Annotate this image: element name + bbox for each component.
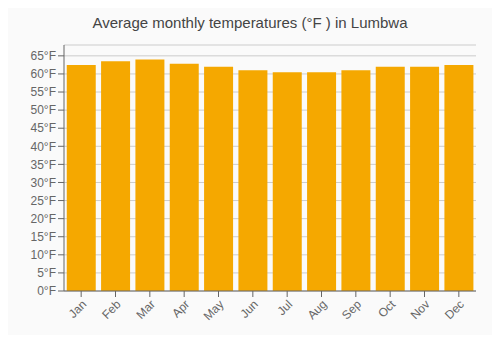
svg-text:Jun: Jun <box>237 297 261 321</box>
svg-text:25°F: 25°F <box>31 194 56 208</box>
svg-text:0°F: 0°F <box>37 284 56 298</box>
svg-text:35°F: 35°F <box>31 158 56 172</box>
svg-text:40°F: 40°F <box>31 140 56 154</box>
svg-text:Sep: Sep <box>339 297 364 322</box>
html-text:Average monthly temperatures (: Average monthly temperatures (°F ) in Lu… <box>92 14 408 31</box>
svg-text:65°F: 65°F <box>31 49 56 63</box>
svg-text:Jan: Jan <box>66 297 90 321</box>
svg-text:Aug: Aug <box>305 297 330 322</box>
svg-text:15°F: 15°F <box>31 230 56 244</box>
svg-text:10°F: 10°F <box>31 248 56 262</box>
svg-text:Feb: Feb <box>99 297 124 322</box>
svg-text:60°F: 60°F <box>31 67 56 81</box>
svg-text:30°F: 30°F <box>31 176 56 190</box>
svg-text:Apr: Apr <box>169 297 192 320</box>
svg-text:5°F: 5°F <box>37 266 56 280</box>
svg-text:20°F: 20°F <box>31 212 56 226</box>
svg-text:45°F: 45°F <box>31 121 56 135</box>
svg-text:May: May <box>201 297 227 323</box>
svg-text:Oct: Oct <box>375 297 399 321</box>
svg-text:50°F: 50°F <box>31 103 56 117</box>
svg-text:Dec: Dec <box>442 297 467 322</box>
svg-text:55°F: 55°F <box>31 85 56 99</box>
svg-text:Mar: Mar <box>133 297 158 322</box>
svg-text:Jul: Jul <box>275 297 296 318</box>
svg-text:Nov: Nov <box>408 297 433 322</box>
